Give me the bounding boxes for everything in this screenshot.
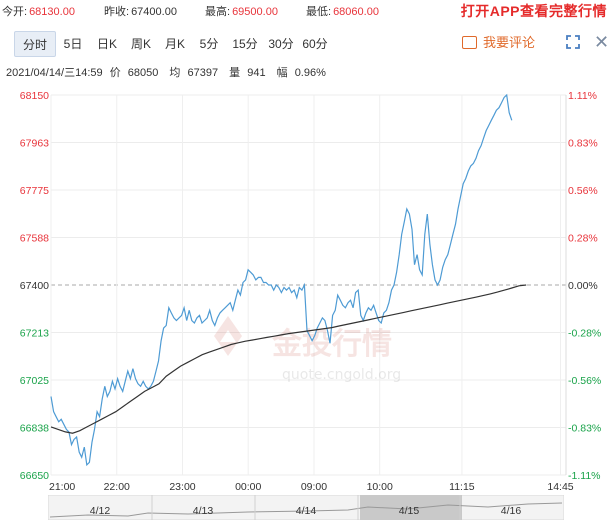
- watermark-subtext: quote.cngold.org: [282, 367, 401, 383]
- crosshair-info: 2021/04/14/三14:59 价 68050 均 67397 量 941 …: [6, 64, 334, 80]
- x-axis: 21:00 22:00 23:00 00:00 09:00 10:00 11:15 14:45: [49, 481, 574, 493]
- high-label: 最高:: [205, 6, 231, 18]
- tab-3[interactable]: 周K: [130, 37, 151, 51]
- y-tick-label: 66650: [20, 470, 49, 482]
- open-label: 今开:: [2, 6, 28, 18]
- y-tick-label: 68150: [20, 90, 49, 102]
- pct-tick-label: -1.11%: [568, 470, 601, 482]
- pct-tick-label: -0.83%: [568, 423, 601, 435]
- pct-tick-label: 1.11%: [568, 90, 597, 102]
- y-axis-right: 1.11% 0.83% 0.56% 0.28% 0.00% -0.28% -0.56% -0.…: [568, 90, 601, 482]
- x-tick-label: 00:00: [235, 481, 261, 493]
- info-amp-label: 幅: [276, 67, 288, 79]
- low-label: 最低:: [306, 6, 332, 18]
- open-value: 68130.00: [29, 6, 75, 18]
- tab-2[interactable]: 日K: [96, 37, 117, 51]
- edit-icon: [462, 36, 477, 49]
- x-tick-label: 21:00: [49, 481, 75, 493]
- price-series-line: [50, 93, 513, 467]
- navigator-date: 4/15: [399, 505, 420, 517]
- info-datetime: 2021/04/14/三14:59: [6, 67, 103, 79]
- y-tick-label: 67588: [20, 233, 49, 245]
- date-navigator[interactable]: 4/12 4/13 4/14 4/15 4/16: [48, 495, 564, 520]
- info-avg-label: 均: [169, 67, 181, 79]
- tab-6[interactable]: 15分: [232, 37, 258, 51]
- prev-close-value: 67400.00: [131, 6, 177, 18]
- open-stat: 今开: 68130.00: [2, 3, 75, 19]
- comment-button[interactable]: 我要评论: [462, 33, 535, 53]
- info-amp: 0.96%: [294, 67, 326, 79]
- info-vol-label: 量: [229, 67, 241, 79]
- info-avg: 67397: [187, 67, 219, 79]
- x-tick-label: 11:15: [449, 481, 475, 493]
- average-series-line: [50, 284, 527, 434]
- pct-tick-label: -0.56%: [568, 375, 601, 387]
- tab-5[interactable]: 5分: [199, 37, 219, 51]
- pct-tick-label: 0.28%: [568, 233, 598, 245]
- navigator-date: 4/12: [90, 505, 111, 517]
- quote-summary-bar: 今开: 68130.00 昨收: 67400.00 最高: 69500.00 最低: 6…: [0, 0, 615, 20]
- pct-tick-label: 0.56%: [568, 185, 598, 197]
- x-tick-label: 22:00: [104, 481, 130, 493]
- fullscreen-icon[interactable]: [566, 35, 580, 49]
- info-vol: 941: [247, 67, 266, 79]
- watermark-logo: [214, 316, 242, 356]
- intraday-chart[interactable]: 金投行情 quote.cngold.org 68150 67963 67775 675…: [0, 80, 615, 520]
- watermark: 金投行情 quote.cngold.org: [214, 316, 401, 383]
- prev-close-stat: 昨收: 67400.00: [104, 3, 177, 19]
- x-tick-label: 09:00: [301, 481, 327, 493]
- info-price: 68050: [127, 67, 159, 79]
- high-stat: 最高: 69500.00: [205, 3, 278, 19]
- low-value: 68060.00: [333, 6, 379, 18]
- tab-7[interactable]: 30分: [268, 37, 294, 51]
- prev-close-label: 昨收:: [104, 6, 130, 18]
- x-tick-label: 14:45: [547, 481, 573, 493]
- chart-grid: [50, 94, 567, 476]
- comment-button-label: 我要评论: [483, 35, 536, 50]
- tab-1[interactable]: 5日: [63, 37, 83, 51]
- tab-0[interactable]: 分时: [14, 31, 56, 57]
- pct-tick-label: -0.28%: [568, 328, 601, 340]
- tab-4[interactable]: 月K: [164, 37, 185, 51]
- x-tick-label: 23:00: [169, 481, 195, 493]
- y-axis-left: 68150 67963 67775 67588 67400 67213 67025 66838…: [20, 90, 49, 482]
- x-tick-label: 10:00: [367, 481, 393, 493]
- high-value: 69500.00: [232, 6, 278, 18]
- pct-tick-label: 0.83%: [568, 138, 598, 150]
- y-tick-label: 67213: [20, 328, 49, 340]
- close-icon[interactable]: ✕: [594, 32, 610, 52]
- info-price-label: 价: [109, 67, 121, 79]
- navigator-date: 4/14: [296, 505, 317, 517]
- y-tick-label: 67025: [20, 375, 49, 387]
- y-tick-label: 67775: [20, 185, 49, 197]
- navigator-dates: 4/12 4/13 4/14 4/15 4/16: [90, 495, 522, 520]
- y-tick-label: 66838: [20, 423, 49, 435]
- y-tick-label: 67400: [20, 280, 49, 292]
- y-tick-label: 67963: [20, 138, 49, 150]
- pct-tick-label: 0.00%: [568, 280, 598, 292]
- tab-8[interactable]: 60分: [302, 37, 328, 51]
- navigator-date: 4/13: [193, 505, 214, 517]
- open-app-link[interactable]: 打开APP查看完整行情: [460, 3, 607, 19]
- low-stat: 最低: 68060.00: [306, 3, 379, 19]
- navigator-date: 4/16: [501, 505, 522, 517]
